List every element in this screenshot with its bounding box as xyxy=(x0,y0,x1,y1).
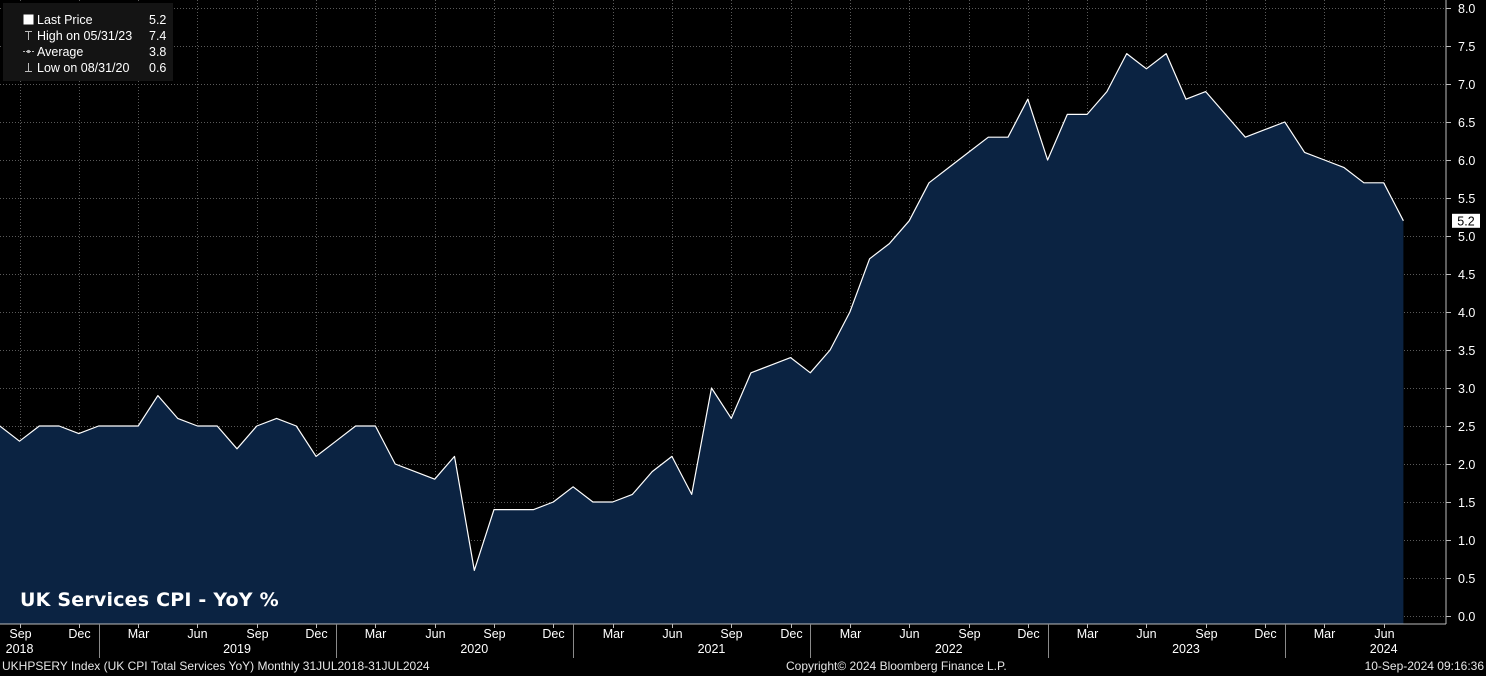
legend-item-last-price: Last Price 5.2 xyxy=(3,12,173,28)
x-tick-label-month: Dec xyxy=(1254,627,1276,641)
footer-index-description: UKHPSERY Index (UK CPI Total Services Yo… xyxy=(2,659,430,673)
legend-item-average: Average 3.8 xyxy=(3,44,173,60)
y-tick-label: 0.0 xyxy=(1458,610,1475,624)
series-area xyxy=(0,53,1404,624)
x-tick-label-month: Jun xyxy=(187,627,207,641)
x-tick-label-month: Sep xyxy=(9,627,31,641)
x-tick-label-year: 2022 xyxy=(935,642,963,656)
y-tick-label: 2.5 xyxy=(1458,420,1475,434)
x-tick-label-month: Mar xyxy=(365,627,387,641)
legend-value: 3.8 xyxy=(149,45,167,59)
x-tick-label-month: Mar xyxy=(1314,627,1336,641)
x-tick-label-month: Sep xyxy=(1195,627,1217,641)
x-tick-label-month: Sep xyxy=(246,627,268,641)
x-tick-label-year: 2021 xyxy=(698,642,726,656)
y-tick-label: 0.5 xyxy=(1458,572,1475,586)
y-tick-label: 6.5 xyxy=(1458,116,1475,130)
legend-label: Last Price xyxy=(37,13,93,27)
last-value-badge xyxy=(1452,213,1480,228)
legend-value: 5.2 xyxy=(149,13,167,27)
last-value-label: 5.2 xyxy=(1457,214,1474,228)
x-tick-label-year: 2024 xyxy=(1370,642,1398,656)
high-marker-icon xyxy=(25,31,32,40)
x-tick-label-month: Mar xyxy=(840,627,862,641)
y-tick-label: 8.0 xyxy=(1458,2,1475,16)
legend-label: High on 05/31/23 xyxy=(37,29,133,43)
square-marker-icon xyxy=(23,14,34,25)
x-tick-label-month: Dec xyxy=(1017,627,1039,641)
y-tick-label: 1.0 xyxy=(1458,534,1475,548)
x-tick-label-month: Mar xyxy=(128,627,150,641)
footer-copyright: Copyright© 2024 Bloomberg Finance L.P. xyxy=(786,659,1007,673)
y-tick-label: 2.0 xyxy=(1458,458,1475,472)
y-tick-label: 1.5 xyxy=(1458,496,1475,510)
x-tick-label-month: Jun xyxy=(662,627,682,641)
y-tick-label: 5.5 xyxy=(1458,192,1475,206)
x-tick-label-month: Mar xyxy=(603,627,625,641)
x-tick-label-month: Jun xyxy=(1374,627,1394,641)
legend-item-high: High on 05/31/23 7.4 xyxy=(3,28,173,44)
legend-item-low: Low on 08/31/20 0.6 xyxy=(3,60,173,76)
y-tick-label: 7.5 xyxy=(1458,40,1475,54)
y-tick-label: 3.0 xyxy=(1458,382,1475,396)
y-tick-label: 3.5 xyxy=(1458,344,1475,358)
x-tick-label-year: 2023 xyxy=(1172,642,1200,656)
low-marker-icon xyxy=(25,63,32,72)
x-tick-label-month: Mar xyxy=(1077,627,1099,641)
legend-label: Low on 08/31/20 xyxy=(37,61,130,75)
footer-timestamp: 10-Sep-2024 09:16:36 xyxy=(1364,659,1484,673)
legend-value: 7.4 xyxy=(149,29,167,43)
legend-value: 0.6 xyxy=(149,61,167,75)
axis-layer: 0.0 0.5 1.0 1.5 2.0 2.5 3.0 3.5 4.0 4.5 5.0 5.5 6.0 6… xyxy=(0,0,1480,658)
series-layer xyxy=(0,53,1404,624)
x-tick-label-month: Dec xyxy=(305,627,327,641)
x-tick-label-month: Jun xyxy=(425,627,445,641)
x-tick-label-month: Sep xyxy=(958,627,980,641)
y-tick-label: 4.5 xyxy=(1458,268,1475,282)
x-tick-label-year: 2019 xyxy=(223,642,251,656)
x-tick-label-month: Sep xyxy=(483,627,505,641)
series-line xyxy=(0,53,1404,571)
y-tick-label: 4.0 xyxy=(1458,306,1475,320)
legend-label: Average xyxy=(37,45,84,59)
y-tick-label: 7.0 xyxy=(1458,78,1475,92)
x-tick-label-year: 2020 xyxy=(460,642,488,656)
x-tick-label-year: 2018 xyxy=(6,642,34,656)
x-tick-label-month: Sep xyxy=(720,627,742,641)
x-tick-label-month: Dec xyxy=(780,627,802,641)
y-tick-label: 6.0 xyxy=(1458,154,1475,168)
x-tick-label-month: Dec xyxy=(542,627,564,641)
x-tick-label-month: Dec xyxy=(68,627,90,641)
y-tick-label: 5.0 xyxy=(1458,230,1475,244)
x-tick-label-month: Jun xyxy=(899,627,919,641)
average-marker-icon xyxy=(23,49,34,54)
chart-title: UK Services CPI - YoY % xyxy=(20,589,279,611)
legend-box: Last Price 5.2 High on 05/31/23 7.4 Aver… xyxy=(3,3,173,81)
x-tick-label-month: Jun xyxy=(1136,627,1156,641)
